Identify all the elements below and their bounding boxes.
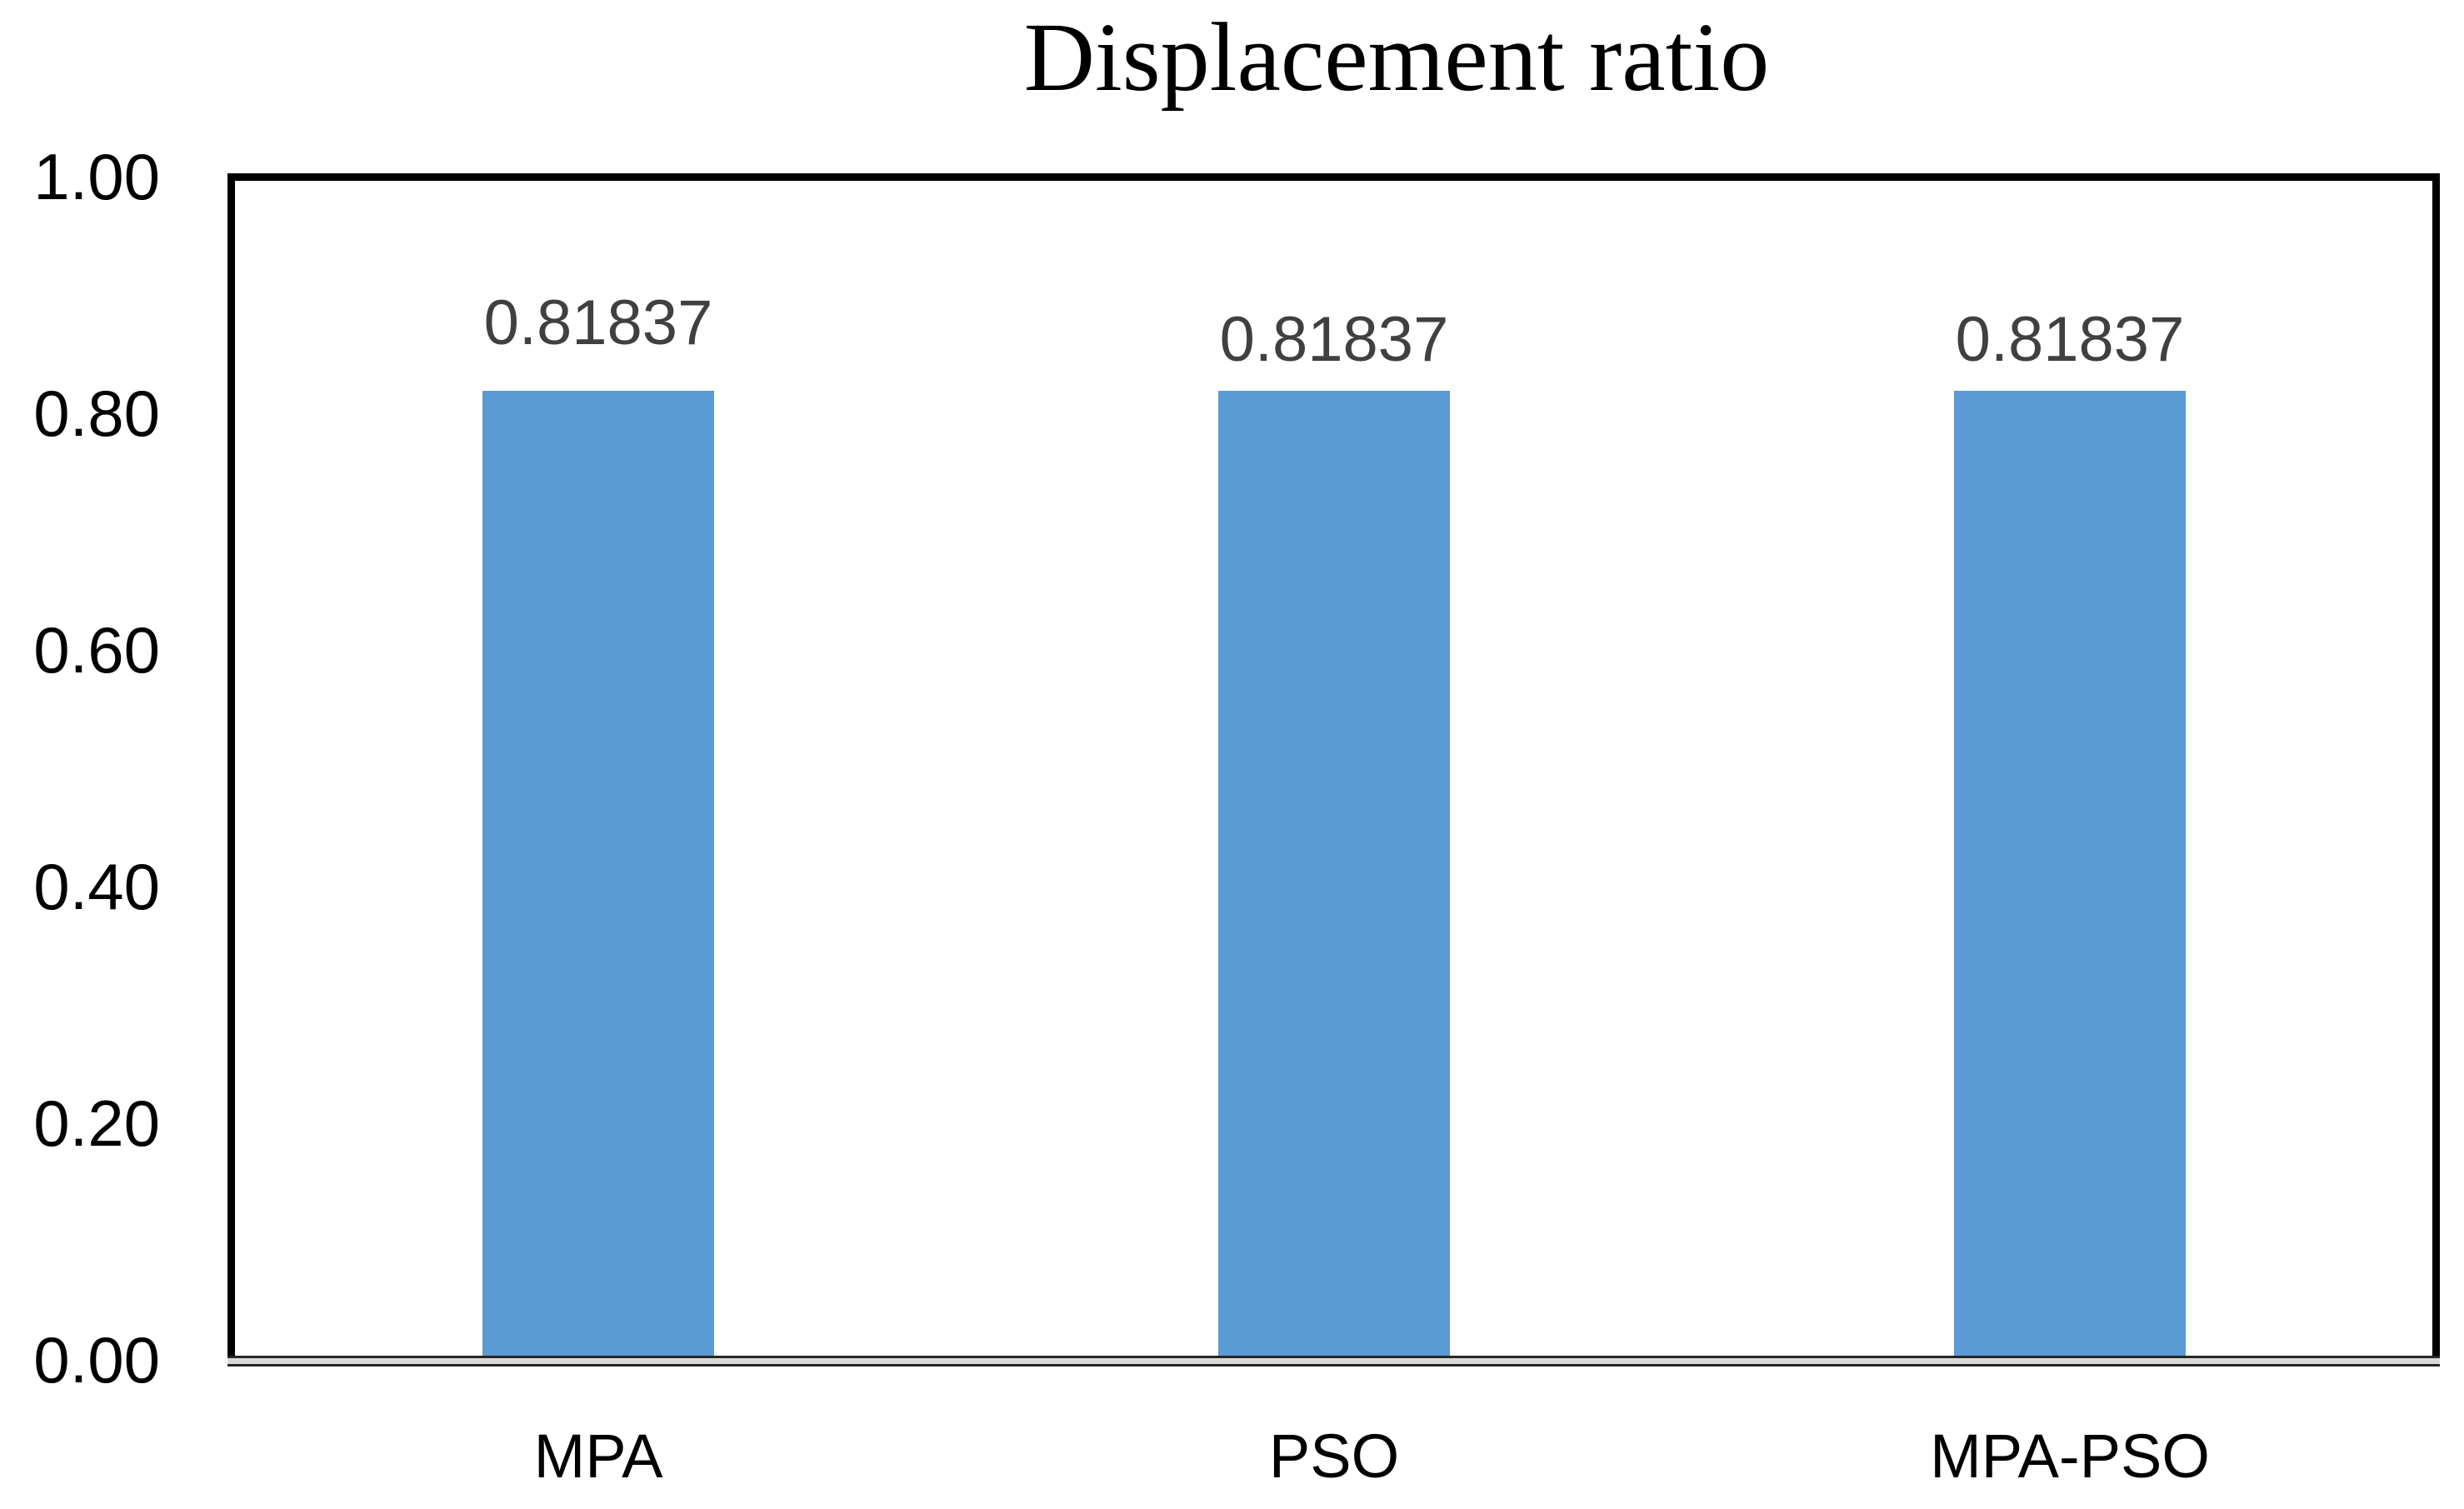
bar-mpa-pso (1954, 391, 2186, 1357)
x-axis-category-label-pso: PSO (1268, 1422, 1400, 1491)
bar-value-label: 0.81837 (483, 287, 713, 359)
chart-title: Displacement ratio (1023, 2, 1770, 112)
y-axis-tick-label: 0.20 (33, 1087, 160, 1160)
bar-value-label: 0.81837 (1955, 304, 2185, 376)
bar-mpa (482, 391, 714, 1357)
y-axis-tick-label: 0.00 (33, 1323, 160, 1397)
bar-pso (1218, 391, 1450, 1357)
x-axis-category-label-mpa-pso: MPA-PSO (1930, 1422, 2210, 1491)
y-axis-tick-label: 1.00 (33, 140, 160, 213)
plot-area (227, 173, 2440, 1360)
x-axis-line (227, 1356, 2440, 1367)
bar-value-label: 0.81837 (1219, 304, 1449, 376)
y-axis-tick-label: 0.40 (33, 850, 160, 923)
y-axis-tick-label: 0.80 (33, 377, 160, 450)
y-axis-tick-label: 0.60 (33, 613, 160, 687)
x-axis-category-label-mpa: MPA (533, 1422, 663, 1491)
